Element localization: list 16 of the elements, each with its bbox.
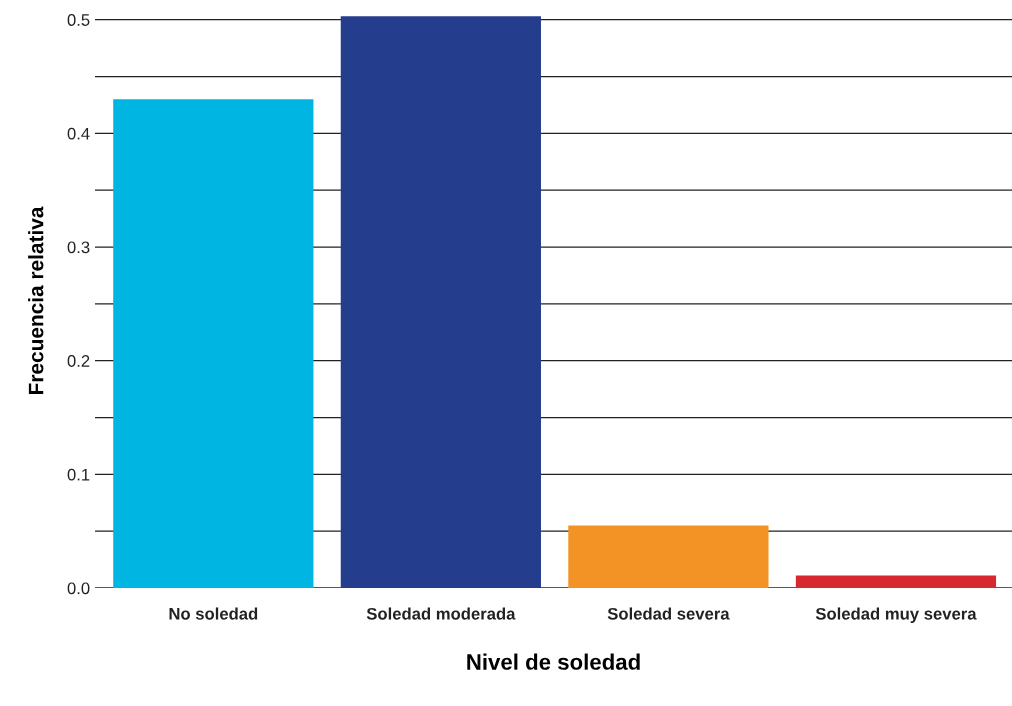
- y-tick-label: 0.5: [67, 14, 90, 26]
- y-axis-title: Frecuencia relativa: [28, 206, 44, 394]
- y-tick-label: 0.3: [67, 241, 90, 254]
- x-axis-title: Nivel de soledad: [467, 653, 640, 670]
- x-tick-label: No soledad: [169, 607, 258, 620]
- x-tick-label: Soledad moderada: [366, 607, 516, 620]
- bar: [113, 99, 314, 588]
- x-tick-label: Soledad muy severa: [815, 607, 977, 623]
- y-tick-label: 0.0: [67, 582, 90, 595]
- bar: [795, 575, 997, 588]
- x-tick-label: Soledad severa: [607, 607, 730, 620]
- y-tick-label: 0.4: [67, 127, 90, 140]
- bar: [568, 525, 769, 588]
- bar: [340, 16, 541, 588]
- y-tick-label: 0.1: [67, 468, 90, 481]
- y-tick-label: 0.2: [67, 355, 90, 367]
